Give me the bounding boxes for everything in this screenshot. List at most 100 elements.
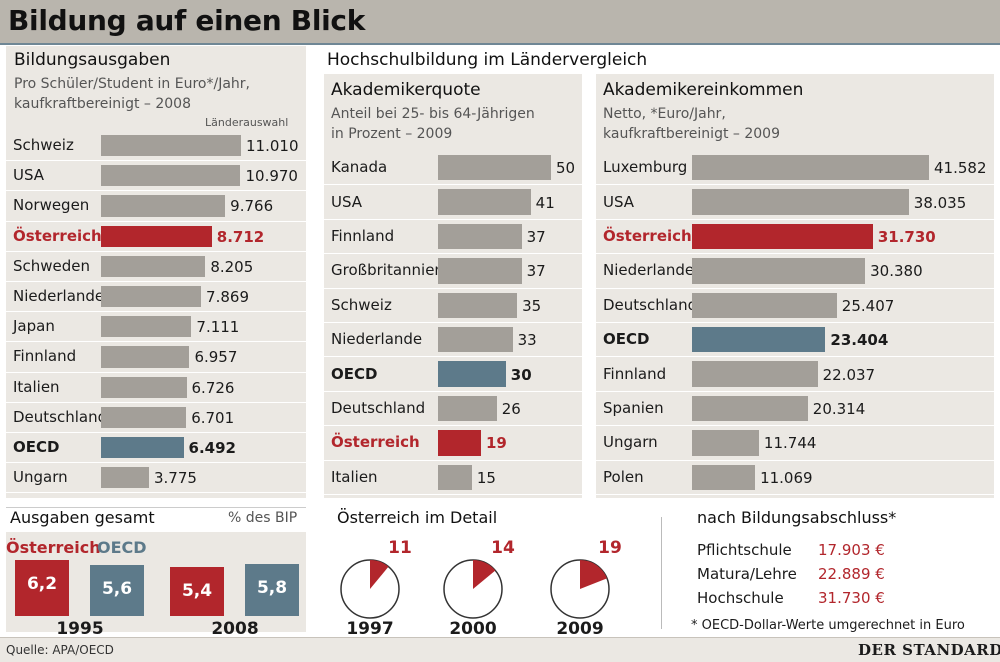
bar bbox=[101, 316, 192, 338]
bar-label: Deutschland bbox=[603, 295, 698, 314]
bar bbox=[101, 376, 187, 398]
bar bbox=[101, 195, 226, 217]
spending-title: Bildungsausgaben bbox=[14, 50, 171, 70]
bar-label: Österreich bbox=[13, 226, 102, 245]
bar-value-label: 25.407 bbox=[841, 296, 895, 315]
bar bbox=[438, 430, 481, 456]
bar-row-deutschland: Deutschland 25.407 bbox=[596, 289, 994, 323]
higher-ed-title: Hochschulbildung im Ländervergleich bbox=[327, 50, 648, 70]
year-label: 2008 bbox=[211, 619, 259, 639]
pie-value-label: 11 bbox=[388, 538, 412, 558]
bar bbox=[692, 189, 909, 215]
bar-label: Kanada bbox=[331, 158, 388, 177]
bar-value-label: 37 bbox=[526, 262, 546, 281]
bar bbox=[101, 467, 149, 489]
pie-slice bbox=[370, 560, 389, 589]
bar-row-ungarn: Ungarn 3.775 bbox=[6, 463, 306, 494]
bar-value-label: 50 bbox=[556, 159, 576, 178]
bar-label: USA bbox=[331, 192, 363, 211]
quota-panel bbox=[324, 74, 582, 498]
bar-value-label: 6.701 bbox=[191, 408, 235, 427]
bar-label: Schweiz bbox=[331, 295, 392, 314]
bar-value-label: 6.726 bbox=[191, 378, 235, 397]
bar-label: Italien bbox=[331, 467, 378, 486]
bar-label: Ungarn bbox=[603, 433, 658, 452]
bar bbox=[438, 361, 506, 387]
conversion-note: * OECD-Dollar-Werte umgerechnet in Euro bbox=[691, 618, 965, 633]
bar-value-label: 31.730 bbox=[877, 227, 936, 246]
bar-value-label: 9.766 bbox=[230, 197, 274, 216]
income-subtitle-2: kaufkraftbereinigt – 2009 bbox=[603, 126, 780, 142]
quota-subtitle-1: Anteil bei 25- bis 64-Jährigen bbox=[331, 106, 535, 122]
bar-row-kanada: Kanada 50 bbox=[324, 151, 582, 186]
bar-value-label: 11.744 bbox=[763, 434, 817, 453]
pie-value-label: 14 bbox=[491, 538, 515, 558]
source-text: Quelle: APA/OECD bbox=[6, 643, 114, 657]
publisher-logo: DER STANDARD bbox=[858, 641, 1000, 659]
bar bbox=[438, 327, 513, 353]
bar bbox=[438, 189, 531, 215]
bar bbox=[692, 223, 873, 250]
bar-row-oecd: OECD 30 bbox=[324, 357, 582, 392]
bar bbox=[692, 464, 756, 490]
bar-value-label: 10.970 bbox=[245, 167, 298, 186]
bar bbox=[692, 155, 929, 181]
degree-row: Pflichtschule bbox=[697, 541, 792, 559]
bar bbox=[692, 395, 808, 422]
bar-label: Polen bbox=[603, 467, 644, 486]
year-label: 2009 bbox=[556, 619, 604, 639]
bar-value-label: 38.035 bbox=[913, 193, 967, 212]
bar bbox=[692, 292, 837, 318]
spending-subtitle-1: Pro Schüler/Student in Euro*/Jahr, bbox=[14, 76, 250, 92]
bar-label: Schweiz bbox=[13, 136, 74, 155]
bar-value-label: 8.712 bbox=[216, 227, 265, 246]
bar-value-label: 7.111 bbox=[196, 318, 240, 337]
pie-slice bbox=[580, 560, 607, 589]
bar-row-japan: Japan 7.111 bbox=[6, 312, 306, 343]
bar-row-oesterreich: Österreich 8.712 bbox=[6, 222, 306, 252]
bar-label: Finnland bbox=[603, 364, 667, 383]
bar-row-usa: USA 38.035 bbox=[596, 185, 994, 220]
bar-value-label: 20.314 bbox=[812, 399, 866, 418]
bar bbox=[692, 327, 826, 353]
bar bbox=[692, 258, 866, 284]
bar-row-oesterreich: Österreich 31.730 bbox=[596, 220, 994, 255]
detail-title: Österreich im Detail bbox=[337, 508, 498, 527]
total-bar: 6,2 bbox=[15, 560, 69, 616]
bar-label: Niederlande bbox=[13, 287, 105, 306]
bar-row-italien: Italien 6.726 bbox=[6, 373, 306, 403]
bar-label: Großbritannien bbox=[331, 261, 444, 280]
divider bbox=[6, 507, 306, 508]
bar-label: Deutschland bbox=[331, 398, 426, 417]
bar bbox=[692, 361, 818, 387]
total-bar: 5,6 bbox=[90, 565, 144, 616]
bar-value-label: 26 bbox=[501, 399, 521, 418]
bar-value-label: 8.205 bbox=[210, 257, 254, 276]
bar-value-label: 23.404 bbox=[830, 331, 889, 350]
bar-row-grossbritannien: Großbritannien 37 bbox=[324, 254, 582, 289]
bar-value-label: 41 bbox=[535, 193, 555, 212]
bar bbox=[438, 155, 551, 181]
year-label: 2000 bbox=[449, 619, 497, 639]
bar bbox=[438, 258, 522, 284]
pie-value-label: 19 bbox=[598, 538, 622, 558]
bar-label: Niederlande bbox=[603, 261, 695, 280]
quota-subtitle-2: in Prozent – 2009 bbox=[331, 126, 453, 142]
legend-austria: Österreich bbox=[6, 538, 101, 557]
spending-note: Länderauswahl bbox=[205, 116, 289, 129]
bar bbox=[101, 286, 202, 308]
bar-value-label: 30 bbox=[510, 365, 532, 384]
bar-value-label: 19 bbox=[485, 434, 507, 453]
bar-row-polen: Polen 11.069 bbox=[596, 461, 994, 495]
bar-row-finnland: Finnland 22.037 bbox=[596, 357, 994, 392]
bar-value-label: 30.380 bbox=[870, 262, 923, 281]
degree-row: Hochschule bbox=[697, 589, 784, 607]
bar-value-label: 11.010 bbox=[246, 137, 299, 156]
bar-value-label: 22.037 bbox=[822, 365, 876, 384]
bar-label: Ungarn bbox=[13, 468, 68, 487]
bar bbox=[101, 165, 241, 187]
totals-unit: % des BIP bbox=[228, 510, 298, 526]
bar bbox=[438, 395, 497, 422]
legend-oecd: OECD bbox=[97, 538, 147, 557]
bar bbox=[438, 292, 518, 318]
